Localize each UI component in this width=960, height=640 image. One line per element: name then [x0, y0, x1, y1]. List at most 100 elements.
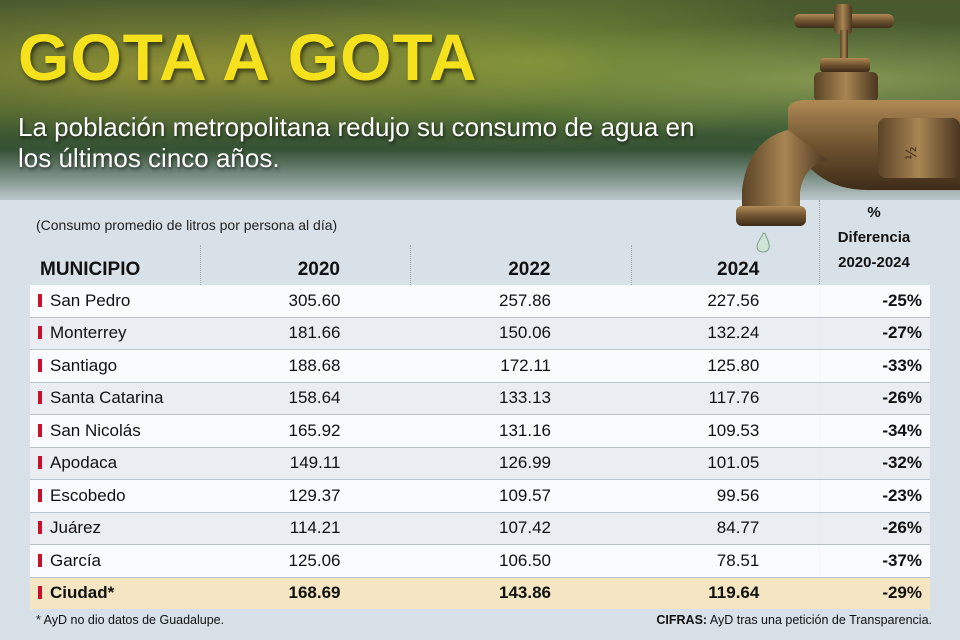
diff-header-label: Diferencia — [837, 229, 911, 246]
municipio-cell: Santa Catarina — [30, 382, 200, 415]
table-row: San Pedro 305.60 257.86 227.56 -25% — [30, 285, 930, 318]
value-2022: 131.16 — [410, 414, 631, 448]
diff-column-header: % Diferencia 2020-2024 — [820, 200, 928, 276]
value-2020: 149.11 — [200, 447, 411, 480]
diff-header-range: 2020-2024 — [838, 254, 910, 271]
svg-text:½: ½ — [904, 146, 920, 160]
municipio-cell: Apodaca — [30, 447, 200, 480]
municipio-cell: Escobedo — [30, 479, 200, 513]
table-row: Santa Catarina 158.64 133.13 117.76 -26% — [30, 382, 930, 415]
row-marker — [38, 326, 42, 340]
value-2020: 129.37 — [200, 479, 411, 513]
value-2024: 227.56 — [631, 285, 840, 318]
row-marker — [38, 488, 42, 502]
footnote: * AyD no dio datos de Guadalupe. — [36, 613, 225, 627]
value-2024: 117.76 — [631, 382, 840, 415]
header-2020: 2020 — [199, 245, 411, 285]
diff-header-percent: % — [867, 204, 881, 221]
municipio-name: Monterrey — [50, 323, 127, 343]
value-diff: -27% — [839, 317, 930, 350]
value-2020: 158.64 — [200, 382, 411, 415]
page-title: GOTA A GOTA — [18, 20, 478, 94]
row-marker — [38, 521, 42, 535]
table-row: Monterrey 181.66 150.06 132.24 -27% — [30, 317, 930, 350]
value-2022: 150.06 — [410, 317, 631, 350]
value-diff: -26% — [839, 382, 930, 415]
value-diff: -33% — [839, 349, 930, 383]
value-2024: 125.80 — [631, 349, 840, 383]
value-diff: -37% — [839, 544, 930, 578]
value-2024: 132.24 — [631, 317, 840, 350]
row-marker — [38, 423, 42, 437]
table-row: San Nicolás 165.92 131.16 109.53 -34% — [30, 414, 930, 448]
municipio-cell: Juárez — [30, 512, 200, 545]
row-marker — [38, 293, 42, 307]
value-2020: 125.06 — [200, 544, 411, 578]
table-row: García 125.06 106.50 78.51 -37% — [30, 544, 930, 578]
source-text: AyD tras una petición de Transparencia. — [707, 613, 932, 627]
source-credit: CIFRAS: AyD tras una petición de Transpa… — [656, 613, 932, 627]
value-2024: 119.64 — [631, 577, 840, 609]
municipio-name: San Pedro — [50, 290, 131, 310]
municipio-name: Escobedo — [50, 485, 126, 505]
municipio-name: Apodaca — [50, 453, 118, 473]
municipio-cell: San Pedro — [30, 285, 200, 318]
table-row: Escobedo 129.37 109.57 99.56 -23% — [30, 479, 930, 513]
row-marker — [38, 456, 42, 470]
header-2024: 2024 — [630, 245, 840, 285]
value-2022: 143.86 — [410, 577, 631, 609]
total-row: Ciudad* 168.69 143.86 119.64 -29% — [30, 577, 930, 609]
source-label: CIFRAS: — [656, 613, 708, 627]
municipio-name: Juárez — [50, 518, 102, 538]
municipio-cell: García — [30, 544, 200, 578]
municipio-name: Santa Catarina — [50, 388, 164, 408]
table-row: Juárez 114.21 107.42 84.77 -26% — [30, 512, 930, 545]
value-2024: 109.53 — [631, 414, 840, 448]
value-2024: 84.77 — [631, 512, 840, 545]
municipio-cell: Ciudad* — [30, 577, 200, 609]
municipio-cell: Santiago — [30, 349, 200, 383]
value-2024: 99.56 — [631, 479, 840, 513]
value-diff: -29% — [839, 577, 930, 609]
value-diff: -32% — [839, 447, 930, 480]
value-2020: 168.69 — [200, 577, 411, 609]
value-2022: 126.99 — [410, 447, 631, 480]
value-2020: 181.66 — [200, 317, 411, 350]
value-2020: 114.21 — [200, 512, 411, 545]
row-marker — [38, 553, 42, 567]
value-diff: -25% — [839, 285, 930, 318]
header-2022: 2022 — [410, 245, 631, 285]
value-diff: -23% — [839, 479, 930, 513]
header-municipio: MUNICIPIO — [40, 259, 141, 280]
value-2022: 106.50 — [410, 544, 631, 578]
value-2022: 107.42 — [410, 512, 631, 545]
table-row: Santiago 188.68 172.11 125.80 -33% — [30, 349, 930, 383]
municipio-name: Ciudad* — [50, 583, 115, 603]
table-note: (Consumo promedio de litros por persona … — [36, 217, 338, 233]
value-2020: 165.92 — [200, 414, 411, 448]
value-2020: 188.68 — [200, 349, 411, 383]
municipio-name: Santiago — [50, 355, 118, 375]
value-diff: -34% — [839, 414, 930, 448]
value-2022: 172.11 — [410, 349, 631, 383]
page-subtitle: La población metropolitana redujo su con… — [18, 112, 695, 173]
table-header-row: MUNICIPIO 2020 2022 2024 — [30, 245, 930, 285]
row-marker — [38, 358, 42, 372]
row-marker — [38, 391, 42, 405]
value-2022: 257.86 — [410, 285, 631, 318]
value-2020: 305.60 — [200, 285, 411, 318]
value-2022: 109.57 — [410, 479, 631, 513]
municipio-name: San Nicolás — [50, 420, 141, 440]
value-2024: 101.05 — [631, 447, 840, 480]
municipio-name: García — [50, 550, 102, 570]
table-row: Apodaca 149.11 126.99 101.05 -32% — [30, 447, 930, 480]
value-2024: 78.51 — [631, 544, 840, 578]
header-diff-spacer — [839, 245, 930, 285]
value-2022: 133.13 — [410, 382, 631, 415]
municipio-cell: Monterrey — [30, 317, 200, 350]
row-marker — [38, 586, 42, 600]
municipio-cell: San Nicolás — [30, 414, 200, 448]
consumption-table: MUNICIPIO 2020 2022 2024 San Pedro 305.6… — [30, 245, 930, 609]
value-diff: -26% — [839, 512, 930, 545]
